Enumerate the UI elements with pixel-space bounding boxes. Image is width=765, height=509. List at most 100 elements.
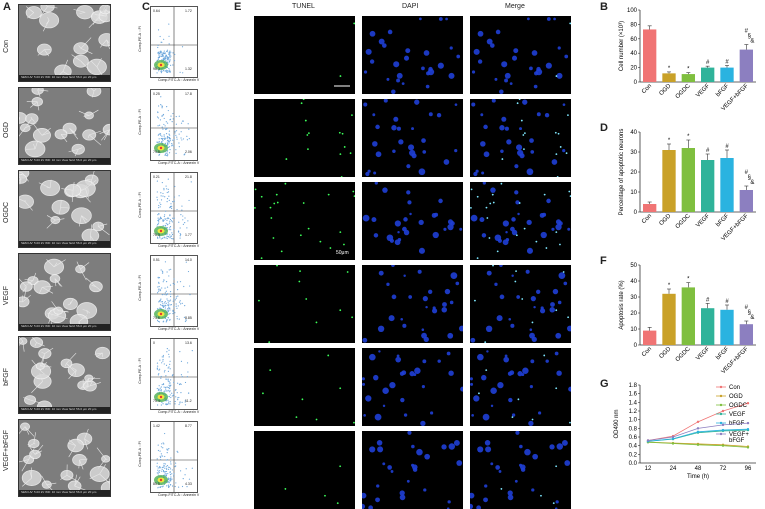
flow-quadrant-q1: 0.21 (153, 175, 160, 179)
category-label: OGD (659, 83, 673, 97)
flow-quadrant-q3: 75.4 (153, 399, 160, 403)
y-tick-label: 0 (634, 343, 638, 349)
panel-label-a: A (3, 1, 11, 13)
data-point (747, 402, 749, 404)
flow-quadrant-q1: 0.51 (153, 258, 160, 262)
y-tick-label: 0.6 (629, 435, 638, 441)
sem-image-vegf: SEM HV: 5.00 kV WD: 10 mm View field: 56… (18, 253, 111, 331)
dapi-image-vegf-bfgf (362, 431, 463, 509)
sem-caption: SEM HV: 5.00 kV WD: 10 mm View field: 56… (21, 324, 96, 328)
flow-quadrant-q2: 14.0 (185, 258, 192, 262)
significance-mark: # (725, 144, 729, 150)
y-tick-label: 20 (630, 311, 637, 317)
flow-quadrant-q3: 79.8 (153, 150, 160, 154)
bar-vegf (701, 160, 714, 212)
flow-quadrant-q4: 8.85 (185, 316, 192, 320)
significance-mark: # (725, 59, 729, 65)
flow-quadrant-q4: 1.32 (185, 67, 192, 71)
y-tick-label: 1.4 (629, 400, 638, 406)
flow-x-axis-label: Comp-FITC-A :: Annexin V (158, 161, 199, 165)
bar-ogd (662, 150, 675, 212)
panel-label-c: C (142, 1, 150, 13)
tunel-image-vegf (254, 265, 355, 343)
category-label: Con (641, 346, 653, 358)
data-point (722, 410, 724, 412)
row-label-vegf: VEGF (3, 286, 10, 305)
row-label-ogd: OGD (3, 122, 10, 138)
flow-y-axis-label: Comp-PE-A :: PI (138, 441, 142, 467)
flow-quadrant-q4: 11.2 (185, 399, 192, 403)
tunel-image-vegf-bfgf (254, 431, 355, 509)
flow-quadrant-q1: 1.42 (153, 424, 160, 428)
y-tick-label: 20 (630, 66, 637, 72)
merge-image-bfgf (470, 348, 571, 426)
sem-caption: SEM HV: 5.00 kV WD: 10 mm View field: 56… (21, 158, 96, 162)
significance-mark: & (750, 180, 754, 186)
flow-x-axis-label: Comp-FITC-A :: Annexin V (158, 244, 199, 248)
y-tick-label: 10 (630, 327, 637, 333)
category-label: VEGF (695, 346, 711, 362)
flow-y-axis-label: Comp-PE-A :: PI (138, 358, 142, 384)
flow-quadrant-q3: 74.6 (153, 316, 160, 320)
significance-mark: * (668, 138, 671, 144)
flow-y-axis-label: Comp-PE-A :: PI (138, 26, 142, 52)
data-point (672, 436, 674, 438)
category-label: OGDC (675, 213, 692, 230)
dapi-image-ogdc (362, 182, 463, 260)
y-axis-label: OD490 nm (614, 409, 620, 438)
flow-x-axis-label: Comp-FITC-A :: Annexin V (158, 327, 199, 331)
y-tick-label: 0 (634, 210, 638, 216)
data-point (722, 424, 724, 426)
scale-bar-label: 50μm (336, 250, 349, 256)
sem-image-ogdc: SEM HV: 5.00 kV WD: 10 mm View field: 56… (18, 170, 111, 248)
y-tick-label: 1.0 (629, 418, 638, 424)
significance-mark: & (750, 39, 754, 45)
significance-mark: * (668, 283, 671, 289)
tunel-image-bfgf (254, 348, 355, 426)
data-point (722, 429, 724, 431)
sem-caption: SEM HV: 5.00 kV WD: 10 mm View field: 56… (21, 490, 96, 494)
legend-marker (720, 395, 722, 397)
y-tick-label: 0.8 (629, 426, 638, 432)
legend-label: VEGF (729, 412, 746, 418)
bar-bfgf (720, 310, 733, 345)
panel-label-e: E (234, 1, 241, 13)
bar-ogdc (682, 287, 695, 345)
y-tick-label: 40 (630, 130, 637, 136)
data-point (722, 444, 724, 446)
y-tick-label: 20 (630, 170, 637, 176)
y-tick-label: 60 (630, 37, 637, 43)
flow-quadrant-q1: 0 (153, 341, 155, 345)
tunel-image-ogd (254, 99, 355, 177)
flow-quadrant-q3: 76.0 (153, 233, 160, 237)
legend-label: Con (729, 385, 740, 391)
category-label: bFGF (715, 83, 730, 98)
flow-quadrant-q4: 4.33 (185, 482, 192, 486)
bar-ogd (662, 73, 675, 82)
category-label: bFGF (715, 213, 730, 228)
bar-con (643, 204, 656, 212)
significance-mark: * (687, 67, 690, 73)
bar-con (643, 29, 656, 82)
dapi-column-header: DAPI (402, 3, 418, 10)
flow-x-axis-label: Comp-FITC-A :: Annexin V (158, 78, 199, 82)
flow-quadrant-q2: 8.77 (185, 424, 192, 428)
category-label: VEGF (695, 83, 711, 99)
sem-caption: SEM HV: 5.00 kV WD: 10 mm View field: 56… (21, 75, 96, 79)
y-tick-label: 40 (630, 279, 637, 285)
x-tick-label: 96 (745, 466, 752, 472)
flow-y-axis-label: Comp-PE-A :: PI (138, 192, 142, 218)
data-point (697, 431, 699, 433)
data-point (672, 442, 674, 444)
bar-ogdc (682, 74, 695, 82)
sem-image-con: SEM HV: 5.00 kV WD: 10 mm View field: 56… (18, 4, 111, 82)
y-tick-label: 30 (630, 295, 637, 301)
sem-image-ogd: SEM HV: 5.00 kV WD: 10 mm View field: 56… (18, 87, 111, 165)
category-label: OGDC (675, 83, 692, 100)
y-tick-label: 1.2 (629, 409, 638, 415)
category-label: OGD (659, 213, 673, 227)
